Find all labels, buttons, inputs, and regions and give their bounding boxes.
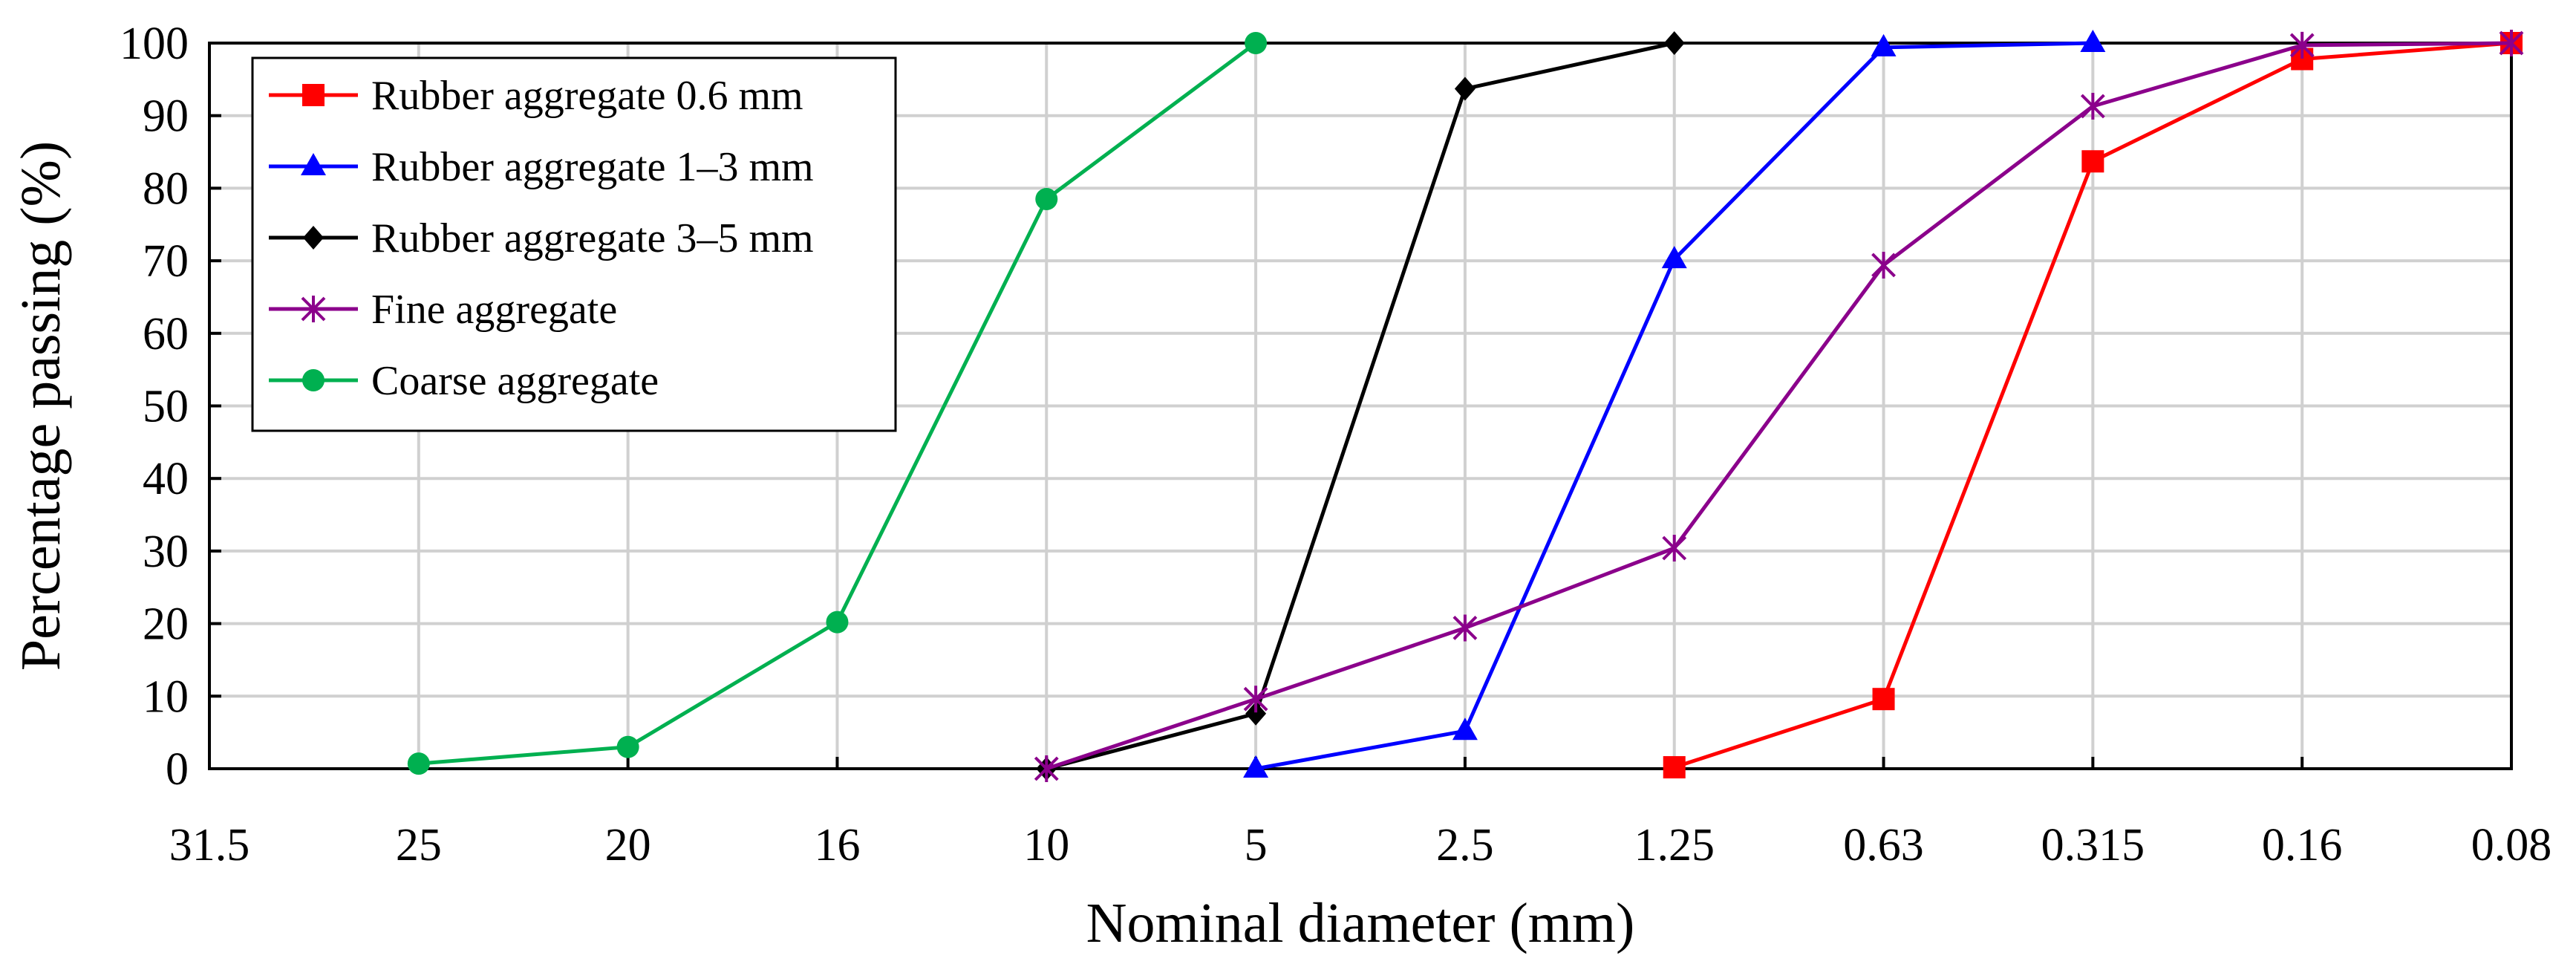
data-point: [1245, 32, 1268, 54]
legend-item: Rubber aggregate 0.6 mm: [269, 73, 803, 119]
data-point: [1661, 246, 1687, 269]
x-tick-label: 1.25: [1634, 820, 1715, 870]
data-point: [2080, 92, 2105, 120]
grid-lines: [209, 43, 2511, 769]
x-axis-title: Nominal diameter (mm): [1086, 892, 1635, 954]
data-point: [1243, 686, 1268, 713]
y-tick-label: 10: [143, 671, 189, 722]
data-point: [2080, 30, 2106, 52]
series-5: [407, 32, 1268, 775]
data-point: [1871, 33, 1897, 56]
data-point: [1871, 251, 1896, 279]
legend-item: Rubber aggregate 1–3 mm: [269, 144, 814, 190]
legend: Rubber aggregate 0.6 mm Rubber aggregate …: [251, 56, 897, 432]
series-3: [1036, 31, 1685, 781]
legend-item: Coarse aggregate: [269, 358, 659, 404]
legend-marker: [302, 84, 325, 106]
y-axis-title: Percentage passing (%): [10, 141, 72, 671]
data-point: [2289, 31, 2315, 59]
x-tick-label: 0.315: [2041, 820, 2145, 870]
legend-label: Rubber aggregate 0.6 mm: [371, 73, 803, 119]
y-tick-label: 30: [143, 527, 189, 577]
y-tick-label: 0: [166, 744, 189, 795]
y-tick-label: 40: [143, 454, 189, 504]
data-point: [1035, 188, 1058, 211]
x-tick-label: 5: [1245, 820, 1268, 870]
series-2: [1243, 30, 2106, 778]
y-tick-label: 60: [143, 309, 189, 359]
data-point: [1662, 534, 1687, 562]
legend-item: Fine aggregate: [269, 287, 617, 333]
x-tick-label: 16: [814, 820, 860, 870]
x-tick-label: 20: [605, 820, 651, 870]
data-point: [1663, 756, 1686, 779]
data-point: [1243, 755, 1269, 778]
legend-box: [251, 56, 897, 432]
series-line: [1046, 41, 2512, 771]
legend-label: Rubber aggregate 1–3 mm: [371, 144, 814, 190]
x-tick-label: 0.08: [2471, 820, 2552, 870]
y-tick-label: 50: [143, 382, 189, 432]
y-tick-label: 90: [143, 91, 189, 142]
data-point: [1663, 31, 1685, 55]
data-point: [1452, 717, 1478, 740]
x-tick-label: 0.16: [2262, 820, 2343, 870]
axes: 0 10 20 30 40 50 60 70 80 90 100 31.5 25 20 16 10 5 2.5 1.…: [120, 19, 2551, 870]
data-point: [2081, 150, 2104, 173]
x-tick-label: 31.5: [169, 820, 250, 870]
data-point: [1034, 755, 1059, 782]
x-tick-label: 2.5: [1436, 820, 1494, 870]
series-4: [1034, 30, 2524, 782]
data-point: [1245, 701, 1267, 726]
legend-label: Fine aggregate: [371, 287, 617, 333]
data-point: [407, 752, 430, 775]
legend-item: Rubber aggregate 3–5 mm: [269, 215, 814, 261]
data-point: [1452, 614, 1478, 642]
data-point: [2499, 30, 2524, 56]
x-tick-label: 25: [396, 820, 442, 870]
data-point: [1872, 688, 1895, 711]
legend-marker: [303, 226, 324, 250]
data-point: [616, 735, 639, 758]
x-tick-label: 0.63: [1843, 820, 1924, 870]
data-point: [826, 611, 849, 634]
legend-marker: [301, 153, 326, 175]
series-line: [1046, 41, 1675, 771]
legend-label: Rubber aggregate 3–5 mm: [371, 215, 814, 261]
legend-marker: [301, 296, 326, 322]
y-tick-label: 20: [143, 599, 189, 650]
legend-marker: [302, 369, 325, 391]
y-tick-label: 70: [143, 236, 189, 287]
y-tick-label: 100: [120, 19, 189, 69]
y-tick-label: 80: [143, 163, 189, 214]
data-series: [407, 30, 2524, 782]
legend-label: Coarse aggregate: [371, 358, 659, 404]
x-tick-label: 10: [1023, 820, 1069, 870]
data-point: [1454, 77, 1476, 101]
